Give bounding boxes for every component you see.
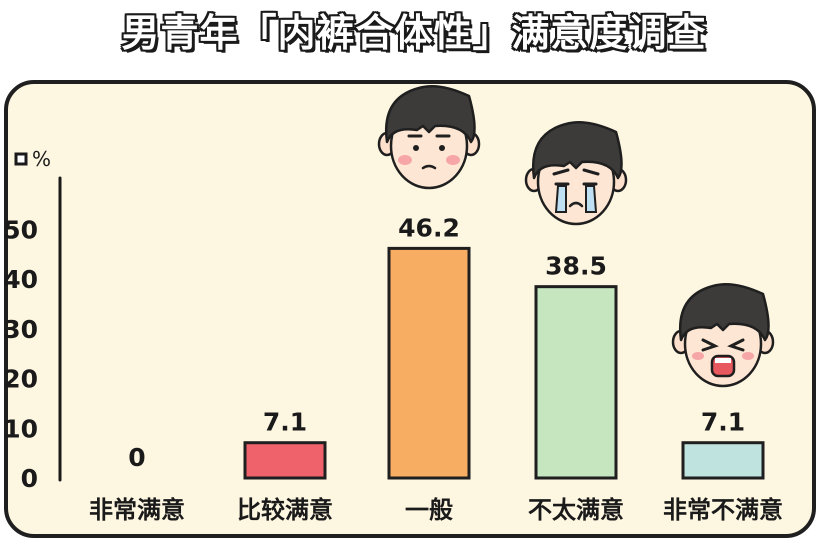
crying-face-icon bbox=[524, 121, 628, 226]
faces bbox=[377, 85, 775, 388]
hair bbox=[531, 121, 623, 180]
bar bbox=[243, 441, 327, 480]
mouth bbox=[568, 201, 584, 208]
angry-face-icon bbox=[671, 283, 775, 388]
eye bbox=[701, 338, 719, 352]
mouth bbox=[421, 164, 437, 170]
bar-value-label: 7.1 bbox=[701, 408, 745, 437]
bars: 0 非常满意 7.1 比较满意 46.2 一般 38.5 不太满意 7.1 非常不满意 bbox=[89, 213, 783, 524]
eye bbox=[413, 145, 419, 151]
eyebrow bbox=[582, 168, 600, 176]
chart-title: 男青年「内裤合体性」满意度调查 bbox=[121, 11, 707, 55]
blush bbox=[692, 352, 704, 360]
blush bbox=[742, 352, 754, 360]
category-label: 一般 bbox=[405, 496, 453, 524]
tear bbox=[585, 185, 598, 213]
y-tick-label: 20 bbox=[3, 365, 38, 394]
bar-value-label: 0 bbox=[128, 443, 145, 472]
y-axis-unit-label: % bbox=[32, 147, 51, 171]
y-tick-label: 40 bbox=[3, 265, 38, 294]
eye bbox=[439, 145, 445, 151]
eye bbox=[727, 338, 745, 352]
bar bbox=[387, 246, 471, 480]
hair bbox=[384, 85, 476, 144]
y-tick-label: 30 bbox=[3, 315, 38, 344]
category-label: 不太满意 bbox=[528, 496, 624, 524]
bar-value-label: 38.5 bbox=[545, 252, 607, 281]
unit-square-icon bbox=[14, 152, 28, 166]
y-tick-label: 50 bbox=[3, 216, 38, 245]
category-label: 非常不满意 bbox=[663, 496, 783, 524]
hair bbox=[678, 283, 770, 342]
bar bbox=[681, 441, 765, 480]
bar-value-label: 46.2 bbox=[398, 213, 460, 242]
bar bbox=[534, 285, 618, 480]
y-tick-label: 10 bbox=[3, 414, 38, 443]
blush bbox=[398, 155, 412, 165]
category-label: 比较满意 bbox=[237, 496, 333, 524]
blush bbox=[446, 155, 460, 165]
bar-value-label: 7.1 bbox=[263, 408, 307, 437]
category-label: 非常满意 bbox=[89, 496, 185, 524]
neutral-face-icon bbox=[377, 85, 481, 190]
tear bbox=[554, 185, 567, 213]
eyebrow bbox=[552, 168, 570, 176]
axes: 0 10 20 30 40 50% bbox=[3, 147, 62, 493]
y-tick-label: 0 bbox=[21, 464, 38, 493]
teeth bbox=[715, 358, 731, 363]
